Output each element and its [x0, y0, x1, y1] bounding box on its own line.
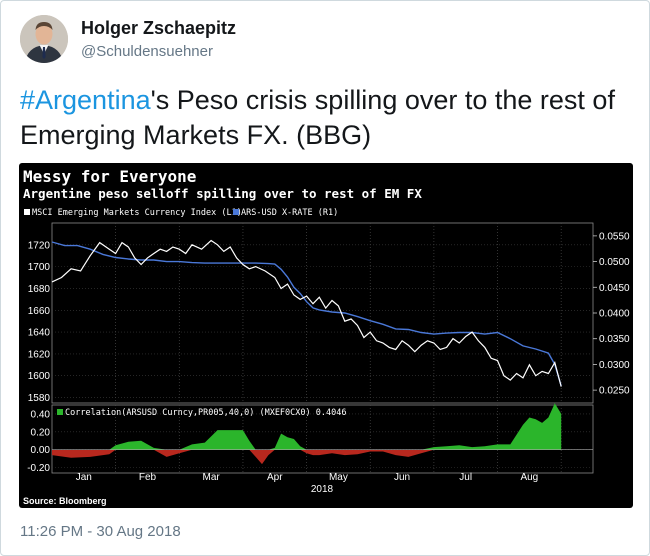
y-tick-label-correlation: 0.20 — [31, 427, 51, 438]
tweet-text: #Argentina's Peso crisis spilling over t… — [20, 83, 630, 153]
x-axis-year-label: 2018 — [311, 484, 334, 495]
correlation-panel-frame — [51, 404, 594, 474]
tweet-timestamp[interactable]: 11:26 PM - 30 Aug 2018 — [20, 523, 181, 540]
y-tick-label-right: 0.0300 — [599, 360, 630, 371]
y-tick-label-right: 0.0500 — [599, 257, 630, 268]
y-tick-label-left: 1620 — [28, 349, 51, 360]
chart-subtitle: Argentine peso selloff spilling over to … — [23, 186, 422, 201]
y-tick-label-left: 1600 — [28, 371, 51, 382]
correlation-positive-area — [52, 403, 562, 450]
author-name[interactable]: Holger Zschaepitz — [81, 18, 237, 38]
y-tick-label-left: 1680 — [28, 284, 51, 295]
tweet-text-body: 's Peso crisis spilling over to the rest… — [20, 85, 615, 150]
avatar[interactable] — [20, 15, 68, 63]
legend-correlation: Correlation(ARSUSD Curncy,PR005,40,0) (M… — [65, 408, 346, 418]
correlation-negative-area — [52, 449, 562, 465]
legend-swatch-msci — [24, 209, 30, 215]
y-tick-label-left: 1580 — [28, 393, 51, 404]
legend-msci: MSCI Emerging Markets Currency Index (L1… — [32, 208, 242, 218]
right-axis: 0.0550 0.0500 0.0450 0.0400 0.0350 0.0300 0.02… — [593, 231, 630, 397]
correlation-axis: 0.40 0.20 0.00 -0.20 — [27, 409, 50, 474]
legend-ars: ARS-USD X-RATE (R1) — [241, 208, 338, 218]
x-tick-label: Apr — [267, 472, 283, 483]
x-tick-label: Feb — [139, 472, 157, 483]
y-tick-label-right: 0.0550 — [599, 231, 630, 242]
chart-svg: Messy for Everyone Argentine peso sellof… — [23, 167, 630, 506]
y-tick-label-correlation: 0.40 — [31, 409, 51, 420]
author-handle[interactable]: @Schuldensuehner — [81, 43, 213, 60]
y-tick-label-left: 1720 — [28, 240, 51, 251]
y-tick-label-right: 0.0350 — [599, 334, 630, 345]
chart-source: Source: Bloomberg — [23, 496, 107, 506]
legend-swatch-ars — [233, 209, 239, 215]
legend-swatch-correlation — [57, 409, 63, 415]
y-tick-label-correlation: 0.00 — [31, 445, 51, 456]
y-tick-label-right: 0.0250 — [599, 386, 630, 397]
x-tick-label: Jul — [459, 472, 472, 483]
y-tick-label-left: 1660 — [28, 306, 51, 317]
y-tick-label-correlation: -0.20 — [27, 463, 50, 474]
x-tick-label: Jan — [76, 472, 92, 483]
x-axis: Jan Feb Mar Apr May Jun Jul Aug — [76, 472, 538, 483]
main-grid — [52, 223, 593, 403]
avatar-image — [20, 15, 68, 63]
x-tick-label: Aug — [520, 472, 538, 483]
y-tick-label-right: 0.0450 — [599, 283, 630, 294]
chart-title: Messy for Everyone — [23, 167, 196, 186]
hashtag-link[interactable]: #Argentina — [20, 85, 151, 115]
x-tick-label: Jun — [394, 472, 410, 483]
chart-image[interactable]: Messy for Everyone Argentine peso sellof… — [19, 163, 633, 508]
x-tick-label: Mar — [203, 472, 221, 483]
x-tick-label: May — [329, 472, 348, 483]
series-line-msci — [51, 239, 562, 387]
y-tick-label-right: 0.0400 — [599, 309, 630, 320]
y-tick-label-left: 1640 — [28, 328, 51, 339]
y-tick-label-left: 1700 — [28, 262, 51, 273]
left-axis: 1720 1700 1680 1660 1640 1620 1600 1580 — [28, 240, 51, 404]
